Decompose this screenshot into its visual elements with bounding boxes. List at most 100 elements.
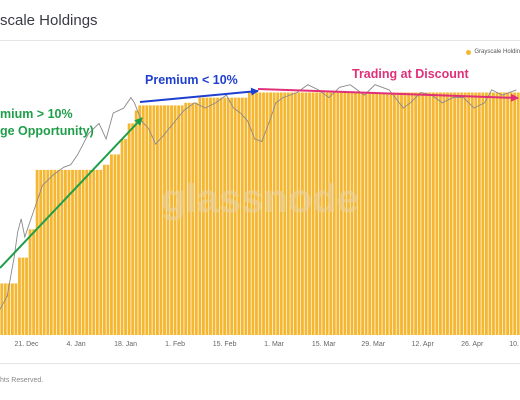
legend-swatch-icon (466, 49, 472, 55)
holdings-bar (226, 97, 230, 335)
holdings-bar (14, 283, 18, 335)
holdings-bar (449, 92, 453, 335)
premium-lt-10-arrow (139, 87, 259, 103)
holdings-bar (495, 92, 499, 335)
holdings-bar (255, 92, 258, 335)
holdings-bar (216, 97, 219, 335)
holdings-bar (417, 92, 421, 335)
watermark: glassnode (161, 177, 359, 221)
holdings-bar (361, 92, 365, 335)
holdings-bar (509, 92, 513, 335)
holdings-bar (177, 105, 181, 335)
x-tick-label: 12. Apr (412, 341, 435, 348)
holdings-bar (170, 105, 173, 335)
holdings-bar (244, 97, 248, 335)
holdings-bar (357, 92, 361, 335)
holdings-bar (251, 92, 255, 335)
holdings-bar (53, 169, 57, 335)
premium-gt-10-label-line2: ge Opportunity) (0, 124, 94, 138)
discount-arrow (257, 88, 519, 102)
holdings-bar (106, 164, 110, 335)
holdings-bar (42, 169, 46, 335)
holdings-bar (120, 138, 124, 335)
holdings-bar (3, 283, 7, 335)
holdings-bar (74, 169, 78, 335)
holdings-bar (102, 164, 106, 335)
holdings-bar (212, 97, 216, 335)
holdings-bar (463, 92, 467, 335)
holdings-bar (516, 92, 520, 335)
holdings-bar (49, 169, 53, 335)
holdings-bar (269, 92, 273, 335)
holdings-bar (435, 92, 439, 335)
holdings-bar (159, 105, 163, 335)
holdings-bar (67, 169, 71, 335)
holdings-bar (304, 92, 308, 335)
holdings-bar (113, 154, 117, 335)
holdings-bar (56, 169, 60, 335)
holdings-bar (311, 92, 315, 335)
chart-frame (0, 40, 520, 364)
holdings-bar (18, 257, 21, 335)
holdings-bar (32, 229, 36, 335)
holdings-bar (453, 92, 456, 335)
holdings-bar (467, 92, 471, 335)
holdings-bar (400, 92, 403, 335)
holdings-bar (438, 92, 442, 335)
holdings-bar (240, 97, 244, 335)
holdings-bar (173, 105, 177, 335)
holdings-bar (329, 92, 333, 335)
holdings-bar (290, 92, 294, 335)
holdings-bar (223, 97, 227, 335)
holdings-bar (85, 169, 89, 335)
holdings-bar (382, 92, 386, 335)
holdings-bar (180, 105, 184, 335)
holdings-bar (21, 257, 25, 335)
holdings-bar (141, 105, 145, 335)
holdings-bar (81, 169, 85, 335)
holdings-bar (205, 97, 209, 335)
holdings-bar (460, 92, 464, 335)
holdings-bar (477, 92, 481, 335)
x-tick-label: 18. Jan (114, 341, 137, 348)
holdings-bar (10, 283, 14, 335)
holdings-bar (350, 92, 354, 335)
holdings-bar (322, 92, 326, 335)
premium-gt-10-label-line1: mium > 10% (0, 107, 73, 121)
holdings-bar (315, 92, 319, 335)
holdings-bar (488, 92, 492, 335)
x-tick-label: 1. Feb (165, 341, 185, 348)
holdings-bar (442, 92, 446, 335)
holdings-bar (354, 92, 357, 335)
holdings-bar (247, 92, 251, 335)
holdings-bar (138, 105, 142, 335)
x-axis-ticks: 21. Dec 4. Jan 18. Jan 1. Feb 15. Feb 1. Mar 1… (14, 341, 519, 348)
holdings-bar (389, 92, 393, 335)
holdings-bar (198, 97, 202, 335)
x-tick-label: 29. Mar (361, 341, 385, 348)
holdings-bar (88, 169, 92, 335)
holdings-bar (368, 92, 372, 335)
holdings-bar (35, 169, 39, 335)
x-tick-label: 26. Apr (461, 341, 484, 348)
holdings-bar (237, 97, 241, 335)
holdings-bar (502, 92, 506, 335)
holdings-bar (431, 92, 435, 335)
chart-legend[interactable]: Grayscale Holdin (466, 49, 520, 55)
holdings-bar (297, 92, 301, 335)
holdings-bar (506, 92, 510, 335)
holdings-bar (46, 169, 50, 335)
holdings-bar (152, 105, 156, 335)
holdings-bar (336, 92, 340, 335)
holdings-bar (407, 92, 410, 335)
holdings-bar (318, 92, 322, 335)
holdings-bar (414, 92, 418, 335)
holdings-bar (484, 92, 488, 335)
holdings-bar (145, 105, 149, 335)
holdings-bar (25, 257, 28, 335)
holdings-bar (60, 169, 64, 335)
holdings-bar (286, 92, 290, 335)
holdings-bar (127, 123, 131, 335)
holdings-bar (201, 97, 205, 335)
